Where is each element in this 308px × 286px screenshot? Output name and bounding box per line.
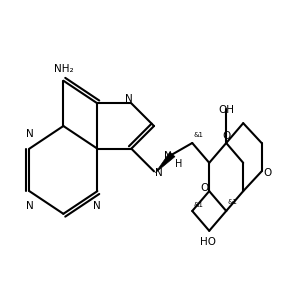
Text: &1: &1	[227, 199, 237, 205]
Text: NH₂: NH₂	[54, 63, 73, 74]
Text: O: O	[222, 131, 230, 141]
Text: O: O	[200, 183, 209, 193]
Text: N: N	[164, 151, 172, 161]
Text: H: H	[175, 159, 182, 169]
Text: OH: OH	[218, 105, 234, 115]
Text: HO: HO	[201, 237, 217, 247]
Text: N: N	[26, 129, 33, 139]
Text: N: N	[26, 201, 33, 211]
Text: &1: &1	[193, 132, 203, 138]
Text: &1: &1	[193, 202, 203, 208]
Text: O: O	[263, 168, 271, 178]
Text: N: N	[125, 94, 133, 104]
Text: N: N	[156, 168, 163, 178]
Text: N: N	[94, 201, 101, 211]
Polygon shape	[156, 152, 175, 173]
